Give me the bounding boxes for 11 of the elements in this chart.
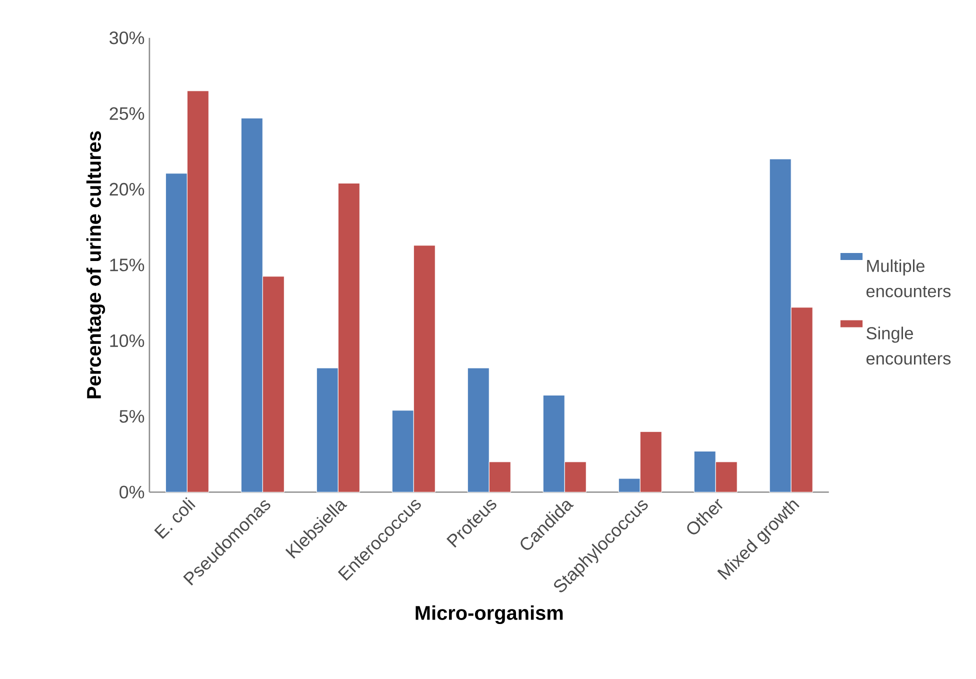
y-tick-label: 25% xyxy=(110,107,144,120)
y-tick-label: 10% xyxy=(110,334,144,347)
legend-label: Multiple encounters xyxy=(866,259,951,298)
y-tick-label: 30% xyxy=(110,31,144,44)
legend-label: Single encounters xyxy=(866,326,951,364)
y-axis-title: Percentage of urine cultures xyxy=(86,131,106,398)
y-tick-label: 5% xyxy=(120,410,144,423)
y-tick-label: 20% xyxy=(110,182,144,196)
y-tick-label: 0% xyxy=(120,486,144,498)
x-axis-title: Micro-organism xyxy=(416,605,563,624)
y-tick-label: 15% xyxy=(110,258,144,272)
